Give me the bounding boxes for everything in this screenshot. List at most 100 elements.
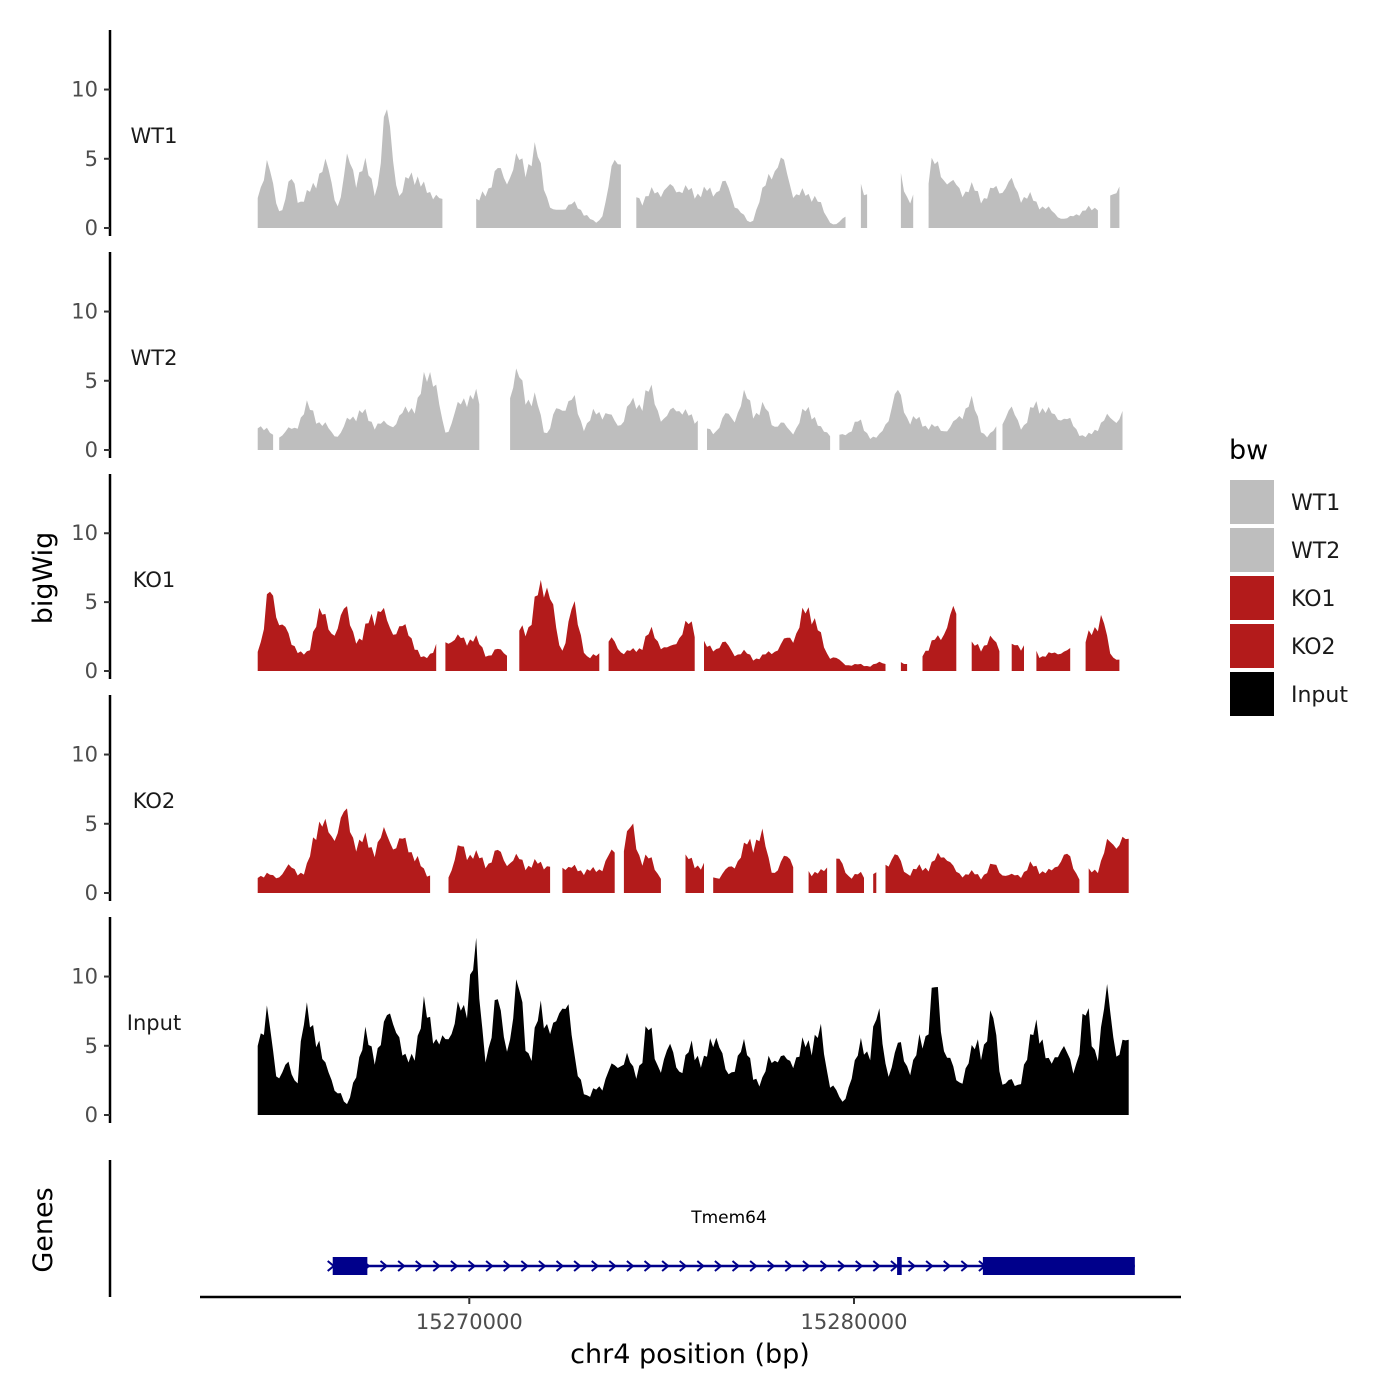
legend-swatch [1230, 480, 1274, 524]
signal-tracks: 0 5 10 WT1 0 5 10 WT2 0 5 10 KO1 0 5 10 KO2 0 5 10 Input [71, 30, 1129, 1127]
track-area-ko2 [836, 858, 864, 893]
track-area-ko2 [713, 828, 794, 893]
track-wt2: 0 5 10 WT2 [71, 252, 1123, 462]
strand-chevron [555, 1260, 565, 1272]
strand-chevron [397, 1260, 406, 1272]
legend-swatch [1230, 672, 1274, 716]
track-ko1: 0 5 10 KO1 [71, 474, 1120, 683]
track-area-input [257, 937, 1129, 1115]
strand-chevron [855, 1260, 864, 1272]
legend-swatch [1230, 528, 1274, 572]
track-area-ko1 [608, 620, 695, 671]
legend: bw WT1 WT2 KO1 KO2 Input [1229, 435, 1348, 716]
strand-chevron [626, 1260, 635, 1272]
legend-label: KO1 [1291, 587, 1336, 612]
track-area-wt2 [839, 389, 997, 450]
gene-exon [332, 1257, 368, 1275]
y-tick-label: 5 [85, 812, 98, 836]
track-area-ko1 [1011, 643, 1024, 671]
y-axis-title: bigWig [28, 532, 59, 625]
track-area-ko2 [873, 872, 877, 893]
strand-chevron [415, 1260, 424, 1272]
legend-entry-wt2: WT2 [1230, 528, 1340, 572]
track-area-wt1 [900, 173, 914, 228]
y-tick-label: 10 [71, 965, 98, 989]
y-tick-label: 5 [85, 369, 98, 393]
track-label: WT2 [131, 346, 178, 370]
track-area-wt1 [257, 109, 443, 228]
y-tick-label: 5 [85, 147, 98, 171]
strand-chevron [573, 1260, 582, 1272]
track-area-wt2 [279, 371, 480, 450]
track-area-ko2 [808, 867, 828, 893]
legend-label: WT2 [1291, 539, 1340, 564]
track-area-wt1 [1110, 186, 1120, 228]
track-area-wt2 [1002, 401, 1123, 450]
track-area-ko1 [519, 579, 600, 671]
track-area-ko1 [1085, 614, 1120, 671]
strand-chevron [696, 1260, 705, 1272]
strand-chevron [661, 1260, 670, 1272]
strand-chevron [643, 1260, 653, 1272]
strand-chevron [943, 1260, 952, 1272]
strand-chevron [731, 1260, 741, 1272]
x-axis: 15270000 15280000 [200, 1295, 1181, 1334]
strand-chevron [591, 1260, 600, 1272]
x-tick-label: 15280000 [801, 1310, 908, 1334]
strand-chevron [608, 1260, 617, 1272]
track-area-ko1 [1036, 648, 1071, 671]
y-tick-label: 0 [85, 216, 98, 240]
genes-panel: Tmem64 [108, 1160, 1135, 1297]
strand-chevron [379, 1260, 389, 1272]
track-area-wt2 [257, 426, 274, 450]
y-tick-label: 0 [85, 881, 98, 905]
track-area-wt1 [928, 157, 1098, 228]
gene-exon [897, 1257, 902, 1275]
legend-entry-input: Input [1230, 672, 1348, 716]
strand-chevron [503, 1260, 512, 1272]
legend-entry-ko2: KO2 [1230, 624, 1336, 668]
y-tick-label: 10 [71, 521, 98, 545]
gene-model: Tmem64 [327, 1208, 1135, 1275]
strand-chevron [872, 1260, 881, 1272]
track-area-ko2 [885, 852, 1080, 893]
strand-chevron [802, 1260, 811, 1272]
legend-title: bw [1229, 435, 1268, 466]
track-area-ko1 [922, 605, 957, 671]
track-area-ko2 [448, 845, 551, 893]
track-label: KO2 [133, 789, 176, 813]
track-area-wt1 [476, 142, 621, 228]
x-axis-title: chr4 position (bp) [570, 1339, 810, 1370]
strand-chevron [784, 1260, 793, 1272]
strand-chevron [907, 1260, 917, 1272]
gene-exon [982, 1257, 1135, 1275]
track-area-ko1 [445, 634, 507, 671]
legend-entry-wt1: WT1 [1230, 480, 1340, 524]
track-area-ko1 [257, 591, 437, 671]
strand-chevron [890, 1260, 899, 1272]
track-area-ko1 [704, 607, 886, 671]
track-area-ko2 [623, 823, 661, 893]
gene-name-label: Tmem64 [690, 1208, 767, 1228]
y-tick-label: 10 [71, 300, 98, 324]
y-tick-label: 0 [85, 1103, 98, 1127]
track-area-ko1 [971, 635, 1000, 671]
legend-label: WT1 [1291, 491, 1340, 516]
y-tick-label: 10 [71, 743, 98, 767]
y-tick-label: 0 [85, 659, 98, 683]
strand-chevron [925, 1260, 934, 1272]
genes-panel-title: Genes [28, 1187, 59, 1272]
track-ko2: 0 5 10 KO2 [71, 695, 1129, 905]
legend-label: Input [1291, 683, 1348, 708]
track-area-wt1 [636, 157, 846, 228]
strand-chevron [679, 1260, 688, 1272]
legend-swatch [1230, 624, 1274, 668]
track-area-wt2 [510, 368, 698, 450]
legend-swatch [1230, 576, 1274, 620]
track-label: Input [127, 1011, 181, 1035]
track-label: WT1 [131, 124, 178, 148]
strand-chevron [520, 1260, 529, 1272]
strand-chevron [467, 1260, 477, 1272]
y-tick-label: 5 [85, 590, 98, 614]
legend-label: KO2 [1291, 635, 1336, 660]
